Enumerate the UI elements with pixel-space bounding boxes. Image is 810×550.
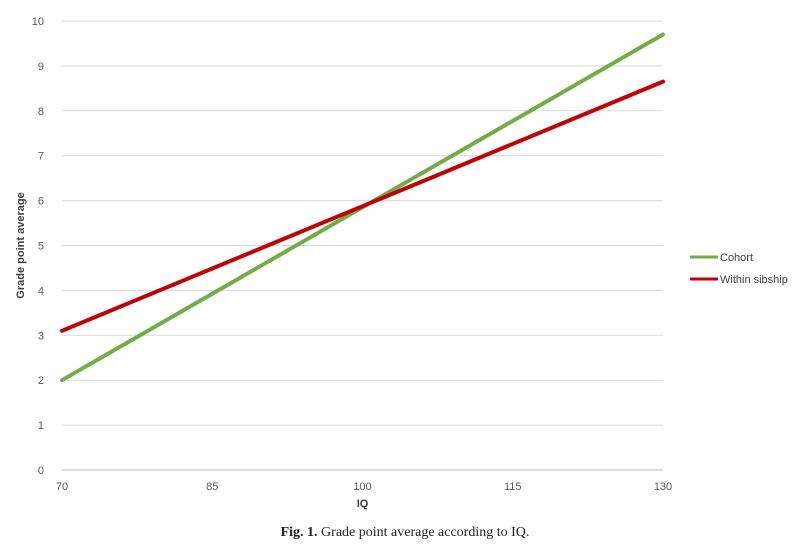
y-tick-label: 0 (38, 465, 44, 477)
figure-caption: Fig. 1. Grade point average according to… (0, 525, 810, 541)
y-tick-label: 4 (38, 285, 44, 297)
series-line-within-sibship (60, 79, 665, 333)
x-tick-label: 100 (353, 481, 371, 493)
legend-label: Within sibship (720, 274, 788, 286)
y-tick-label: 7 (38, 151, 44, 163)
x-tick-label: 85 (206, 481, 218, 493)
y-axis-title: Grade point average (15, 192, 27, 298)
legend-label: Cohort (720, 252, 753, 264)
caption-text: Grade point average according to IQ. (321, 525, 530, 540)
y-tick-label: 6 (38, 196, 44, 208)
x-tick-labels: 70 85 100 115 130 (56, 481, 672, 493)
legend: Cohort Within sibship (690, 252, 788, 286)
x-tick-label: 70 (56, 481, 68, 493)
caption-label: Fig. 1. (280, 525, 318, 540)
x-tick-label: 115 (504, 481, 522, 493)
y-tick-label: 9 (38, 61, 44, 73)
y-tick-label: 10 (32, 16, 44, 28)
x-tick-label: 130 (654, 481, 672, 493)
y-tick-labels: 0 1 2 3 4 5 6 7 8 9 10 (32, 16, 44, 477)
line-chart: 0 1 2 3 4 5 6 7 8 9 10 70 85 100 115 130 IQ Grade poin… (15, 16, 788, 510)
y-tick-label: 5 (38, 241, 44, 253)
x-axis-title: IQ (357, 498, 369, 510)
series-lines (60, 32, 665, 383)
y-tick-label: 2 (38, 375, 44, 387)
gridlines (62, 20, 663, 471)
y-tick-label: 8 (38, 106, 44, 118)
y-tick-label: 3 (38, 330, 44, 342)
y-tick-label: 1 (38, 420, 44, 432)
